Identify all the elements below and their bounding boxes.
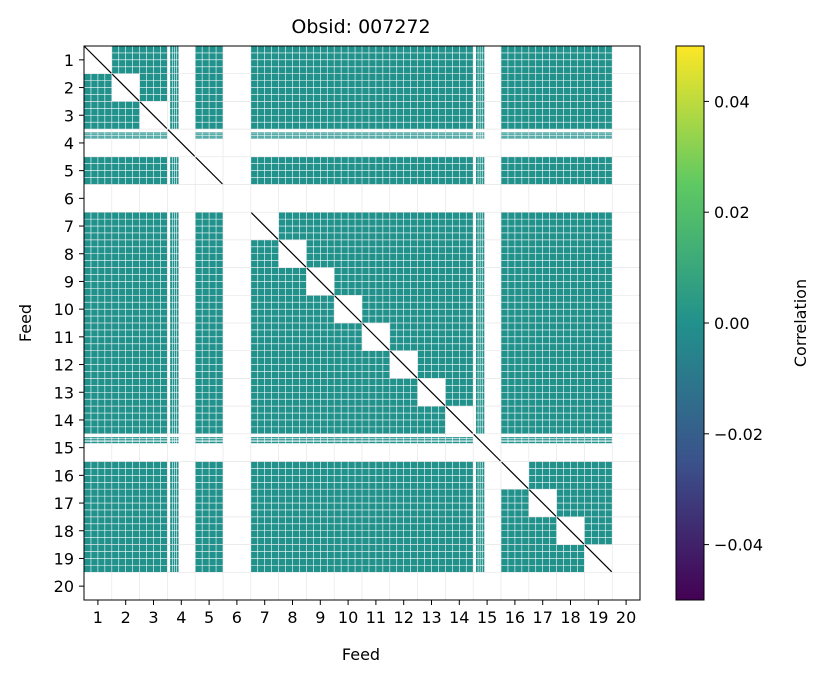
y-tick-label: 14	[54, 411, 74, 430]
colorbar-tick-label: 0.04	[714, 92, 750, 111]
heatmap-diagonal-mark	[472, 433, 502, 462]
colorbar-label: Correlation	[791, 279, 810, 367]
heatmap-diagonal-mark	[500, 461, 530, 490]
x-tick-label: 5	[204, 608, 214, 627]
chart-title: Obsid: 007272	[291, 16, 430, 38]
heatmap-diagonal-mark	[250, 211, 280, 241]
x-tick-label: 14	[449, 608, 469, 627]
x-tick-label: 1	[93, 608, 103, 627]
y-tick-label: 10	[54, 300, 74, 319]
heatmap-plot	[83, 45, 641, 601]
x-tick-label: 18	[560, 608, 580, 627]
heatmap-diagonal-mark	[417, 377, 446, 407]
heatmap-diagonal-mark	[111, 73, 141, 102]
plot-frame	[83, 45, 641, 601]
x-tick-label: 3	[148, 608, 158, 627]
heatmap-diagonal-mark	[278, 239, 307, 269]
y-tick-label: 18	[54, 522, 74, 541]
x-tick-label: 12	[394, 608, 414, 627]
colorbar-tick-label: 0.00	[714, 314, 750, 333]
x-tick-label: 20	[616, 608, 636, 627]
heatmap-diagonal-mark	[444, 405, 474, 435]
x-tick-label: 10	[338, 608, 358, 627]
x-tick-label: 4	[176, 608, 186, 627]
heatmap-diagonal-mark	[528, 488, 558, 518]
heatmap-diagonal-mark	[194, 156, 224, 185]
y-tick-label: 11	[54, 328, 74, 347]
y-tick-label: 4	[64, 134, 74, 153]
x-tick-label: 15	[477, 608, 497, 627]
heatmap-diagonal-mark	[361, 322, 391, 352]
colorbar-tick-label: 0.02	[714, 203, 750, 222]
y-tick-label: 15	[54, 439, 74, 458]
x-tick-label: 7	[260, 608, 270, 627]
colorbar-tick-label: −0.04	[714, 536, 763, 555]
x-axis-label: Feed	[342, 645, 380, 664]
x-tick-label: 19	[588, 608, 608, 627]
heatmap-diagonal-mark	[139, 100, 168, 130]
y-tick-label: 7	[64, 217, 74, 236]
y-tick-label: 2	[64, 79, 74, 98]
x-tick-label: 9	[315, 608, 325, 627]
y-tick-label: 13	[54, 383, 74, 402]
colorbar-tick-label: −0.02	[714, 425, 763, 444]
x-tick-label: 8	[287, 608, 297, 627]
y-tick-label: 5	[64, 162, 74, 181]
y-tick-label: 19	[54, 549, 74, 568]
x-axis-ticks: 1 2 3 4 5 6 7 8 9 10 11 12 13 14 15 16 17 18 19 20	[93, 600, 636, 627]
x-tick-label: 16	[505, 608, 525, 627]
heatmap-diagonal-mark	[333, 294, 363, 324]
y-tick-label: 17	[54, 494, 74, 513]
x-tick-label: 11	[366, 608, 386, 627]
heatmap-diagonal-mark	[389, 350, 419, 379]
y-tick-label: 6	[64, 189, 74, 208]
y-tick-label: 1	[64, 51, 74, 70]
x-tick-label: 13	[421, 608, 441, 627]
colorbar-gradient	[675, 45, 705, 601]
colorbar: 0.04 0.02 0.00 −0.02 −0.04	[675, 45, 763, 601]
heatmap-diagonal-mark	[305, 267, 335, 296]
x-tick-label: 6	[232, 608, 242, 627]
y-tick-label: 12	[54, 356, 74, 375]
x-tick-label: 2	[121, 608, 131, 627]
heatmap-diagonal-mark	[583, 544, 613, 573]
y-axis-label: Feed	[16, 304, 35, 342]
heatmap-diagonal-mark	[83, 45, 113, 75]
y-tick-label: 8	[64, 245, 74, 264]
heatmap-diagonal-mark	[556, 516, 585, 546]
y-tick-label: 3	[64, 106, 74, 125]
x-tick-label: 17	[533, 608, 553, 627]
y-tick-label: 9	[64, 272, 74, 291]
y-tick-label: 16	[54, 466, 74, 485]
y-tick-label: 20	[54, 577, 74, 596]
heatmap-diagonal-mark	[166, 128, 196, 158]
